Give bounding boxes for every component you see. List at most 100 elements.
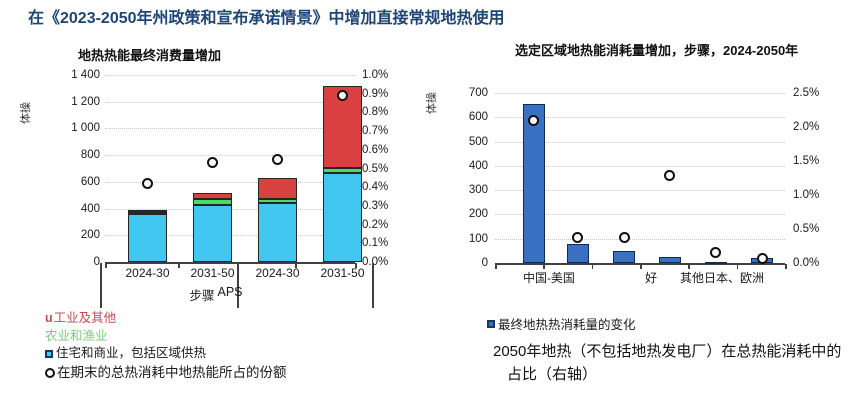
- legend-item-industry-label: 工业及其他: [53, 311, 117, 325]
- x-axis-tick: [105, 263, 107, 268]
- y-axis-tick-label: 1 000: [71, 122, 100, 135]
- y-axis-tick-label: 200: [468, 208, 488, 221]
- bar-segment: [323, 173, 362, 262]
- y-axis-tick-label: 0: [481, 257, 488, 269]
- bar-segment: [128, 212, 167, 215]
- y-axis-tick-label: 600: [468, 111, 488, 124]
- legend-item-share-label: 在期末的总热消耗中地热能所占的份额: [57, 364, 287, 380]
- gridline: [105, 155, 355, 157]
- secondary-axis-tick-label: 0.7%: [362, 125, 389, 138]
- y-axis-tick-label: 700: [468, 87, 488, 99]
- x-axis-category-label: 2031-50: [190, 266, 235, 280]
- axis-group-separator: [100, 263, 102, 308]
- bar-segment: [193, 198, 232, 205]
- x-axis-tick: [355, 263, 357, 268]
- share-marker-dot: [272, 153, 283, 165]
- y-axis-tick-label: 300: [468, 184, 488, 197]
- gridline: [495, 93, 785, 94]
- y-axis-tick-label: 500: [468, 135, 488, 148]
- y-axis-tick-label: 200: [80, 229, 100, 242]
- secondary-axis-tick-label: 1.0%: [793, 189, 820, 201]
- axis-group-separator: [237, 263, 239, 308]
- bar-segment: [658, 256, 681, 263]
- gridline: [495, 214, 785, 216]
- secondary-axis-tick-label: 0.3%: [362, 199, 389, 212]
- x-axis-category-label: 2024-30: [125, 266, 170, 280]
- x-axis-tick: [736, 264, 739, 269]
- gridline: [495, 190, 785, 192]
- secondary-axis-tick-label: 0.8%: [362, 106, 389, 119]
- share-marker-dot: [207, 157, 218, 169]
- share-marker-dot: [756, 253, 768, 265]
- legend-item-share: 在期末的总热消耗中地热能所占的份额: [45, 365, 287, 382]
- industry-marker-glyph: u: [45, 311, 53, 325]
- legend-item-residential: 住宅和商业，包括区域供热: [45, 346, 287, 362]
- x-axis-tick: [543, 264, 545, 269]
- secondary-axis-tick-label: 0.2%: [362, 218, 389, 231]
- right-chart-legend: 最终地热热消耗量的变化: [487, 314, 636, 333]
- gridline: [495, 117, 785, 119]
- bar-segment: [566, 243, 589, 263]
- bar-segment: [258, 177, 297, 200]
- consumption-square-icon: [487, 319, 495, 328]
- share-marker-dot: [664, 170, 676, 182]
- y-axis-tick-label: 100: [468, 232, 488, 245]
- legend-item-agriculture-label: 农业和渔业: [45, 328, 108, 343]
- y-axis-tick-label: 400: [468, 159, 488, 172]
- x-axis-category-label: 中国-美国: [522, 271, 575, 285]
- gridline: [105, 75, 355, 76]
- x-axis-category-label: 2024-30: [255, 266, 300, 280]
- legend-item-consumption-label: 最终地热热消耗量的变化: [498, 318, 636, 332]
- left-chart-title: 地热热能最终消费量增加: [78, 48, 222, 63]
- bar-segment: [193, 204, 232, 262]
- gridline: [495, 165, 785, 167]
- share-marker-dot: [142, 177, 153, 189]
- legend-item-agriculture: 农业和渔业: [45, 329, 287, 345]
- x-axis-tick: [688, 264, 690, 269]
- x-axis-category-label: 好: [645, 271, 658, 285]
- secondary-axis-tick-label: 2.5%: [793, 87, 820, 99]
- bar-segment: [193, 192, 232, 199]
- axis-group-separator: [372, 263, 374, 308]
- y-axis-tick-label: 800: [80, 149, 100, 162]
- page-title: 在《2023-2050年州政策和宣布承诺情景》中增加直接常规地热使用: [28, 10, 505, 27]
- share-marker-dot: [618, 231, 630, 243]
- secondary-axis-tick-label: 0.0%: [793, 257, 820, 269]
- x-axis-category-label: 其他日本、欧洲: [680, 271, 765, 285]
- x-axis-tick: [785, 264, 787, 269]
- bar-segment: [522, 103, 545, 263]
- secondary-axis-tick-label: 0.5%: [793, 223, 820, 235]
- share-marker-dot: [710, 247, 722, 259]
- secondary-axis-tick-label: 1.5%: [793, 155, 820, 167]
- x-axis-tick: [178, 263, 180, 268]
- gridline: [495, 238, 785, 240]
- bar-segment: [128, 213, 167, 262]
- right-chart-title: 选定区域地热能消耗量增加，步骤，2024-2050年: [515, 43, 799, 58]
- share-marker-dot: [337, 90, 348, 102]
- gridline: [105, 101, 355, 103]
- residential-square-icon: [45, 350, 53, 359]
- y-axis-tick-label: 1 200: [71, 95, 100, 108]
- bar-segment: [323, 167, 362, 174]
- bar-segment: [128, 209, 167, 213]
- x-axis-group-label: APS: [217, 285, 243, 299]
- x-axis-tick: [640, 264, 642, 269]
- secondary-axis-tick-label: 1.0%: [362, 69, 389, 81]
- secondary-axis-tick-label: 0.5%: [362, 162, 389, 175]
- x-axis-tick: [591, 264, 594, 269]
- gridline: [495, 141, 785, 143]
- legend-item-residential-label: 住宅和商业，包括区域供热: [56, 346, 207, 361]
- share-circle-marker-icon: [45, 368, 55, 379]
- bar-segment: [258, 202, 297, 262]
- x-axis-tick: [295, 263, 297, 268]
- left-chart-legend: u 工业及其他 农业和渔业 住宅和商业，包括区域供热 在期末的总热消耗中地热能所…: [45, 311, 287, 384]
- secondary-axis-tick-label: 2.0%: [793, 121, 820, 133]
- secondary-axis-tick-label: 0.0%: [362, 256, 389, 268]
- share-marker-dot: [528, 114, 540, 126]
- y-axis-tick-label: 0: [93, 256, 100, 268]
- bar-segment: [258, 199, 297, 203]
- bar-segment: [323, 86, 362, 168]
- right-chart-caption: 2050年地热（不包括地热发电厂）在总热能消耗中的占比（右轴）: [493, 343, 842, 383]
- gridline: [105, 181, 355, 183]
